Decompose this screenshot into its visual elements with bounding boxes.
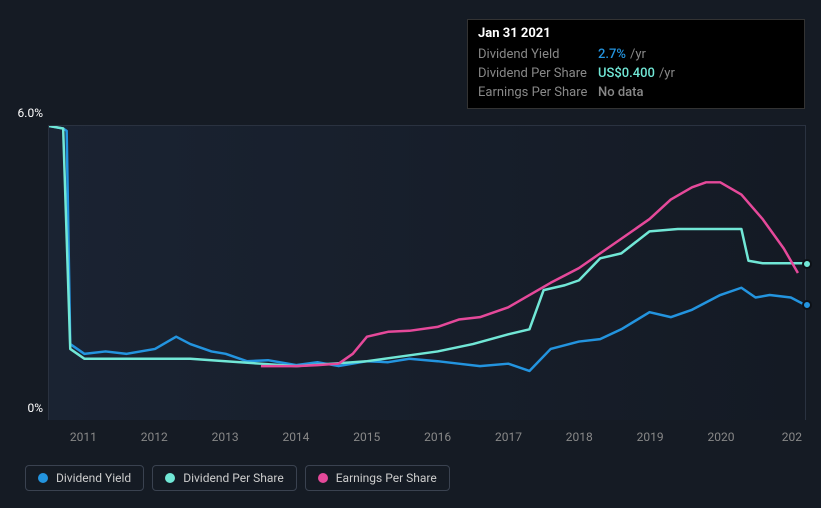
x-axis-label: 2020 xyxy=(707,430,734,444)
series-line xyxy=(49,126,805,366)
dividend-chart[interactable]: Past 6.0%0% 2011201220132014201520162017… xyxy=(18,100,808,460)
legend-label: Dividend Per Share xyxy=(183,471,284,485)
tooltip-row-value: No data xyxy=(598,85,644,100)
x-axis-label: 2018 xyxy=(566,430,593,444)
legend-dot xyxy=(38,473,48,483)
series-end-marker xyxy=(802,300,812,310)
x-axis-label: 2019 xyxy=(637,430,664,444)
tooltip-row: Dividend Yield2.7% /yr xyxy=(478,45,794,64)
series-line xyxy=(49,126,805,371)
chart-legend: Dividend Yield Dividend Per Share Earnings… xyxy=(25,465,450,491)
tooltip-row-value: US$0.400 xyxy=(598,66,655,81)
legend-dot xyxy=(165,473,175,483)
tooltip-row-label: Dividend Yield xyxy=(478,47,598,62)
tooltip-rows: Dividend Yield2.7%/yrDividend Per ShareU… xyxy=(478,45,794,102)
x-axis-label: 2015 xyxy=(353,430,380,444)
series-end-marker xyxy=(802,259,812,269)
legend-item[interactable]: Earnings Per Share xyxy=(305,465,450,491)
tooltip-row-label: Earnings Per Share xyxy=(478,85,598,100)
tooltip-row: Dividend Per ShareUS$0.400/yr xyxy=(478,64,794,83)
plot-area[interactable] xyxy=(48,125,806,420)
tooltip-row-value: 2.7% xyxy=(598,47,626,62)
x-axis-label: 202 xyxy=(782,430,802,444)
x-axis-label: 2016 xyxy=(424,430,451,444)
chart-tooltip: Jan 31 2021 Dividend Yield2.7%/yrDividen… xyxy=(467,19,805,109)
legend-item[interactable]: Dividend Yield xyxy=(25,465,144,491)
x-axis-label: 2011 xyxy=(70,430,97,444)
x-axis-label: 2017 xyxy=(495,430,522,444)
legend-item[interactable]: Dividend Per Share xyxy=(152,465,297,491)
legend-label: Dividend Yield xyxy=(56,471,131,485)
series-line xyxy=(261,182,798,366)
tooltip-date: Jan 31 2021 xyxy=(478,26,794,45)
legend-dot xyxy=(318,473,328,483)
x-axis-label: 2014 xyxy=(282,430,309,444)
y-axis-label: 0% xyxy=(27,401,43,415)
y-axis-label: 6.0% xyxy=(18,106,43,120)
legend-label: Earnings Per Share xyxy=(336,471,437,485)
x-axis-label: 2012 xyxy=(141,430,168,444)
x-axis-label: 2013 xyxy=(212,430,239,444)
tooltip-row-suffix: /yr xyxy=(659,66,675,81)
tooltip-row-suffix: /yr xyxy=(630,47,646,62)
tooltip-row-label: Dividend Per Share xyxy=(478,66,598,81)
